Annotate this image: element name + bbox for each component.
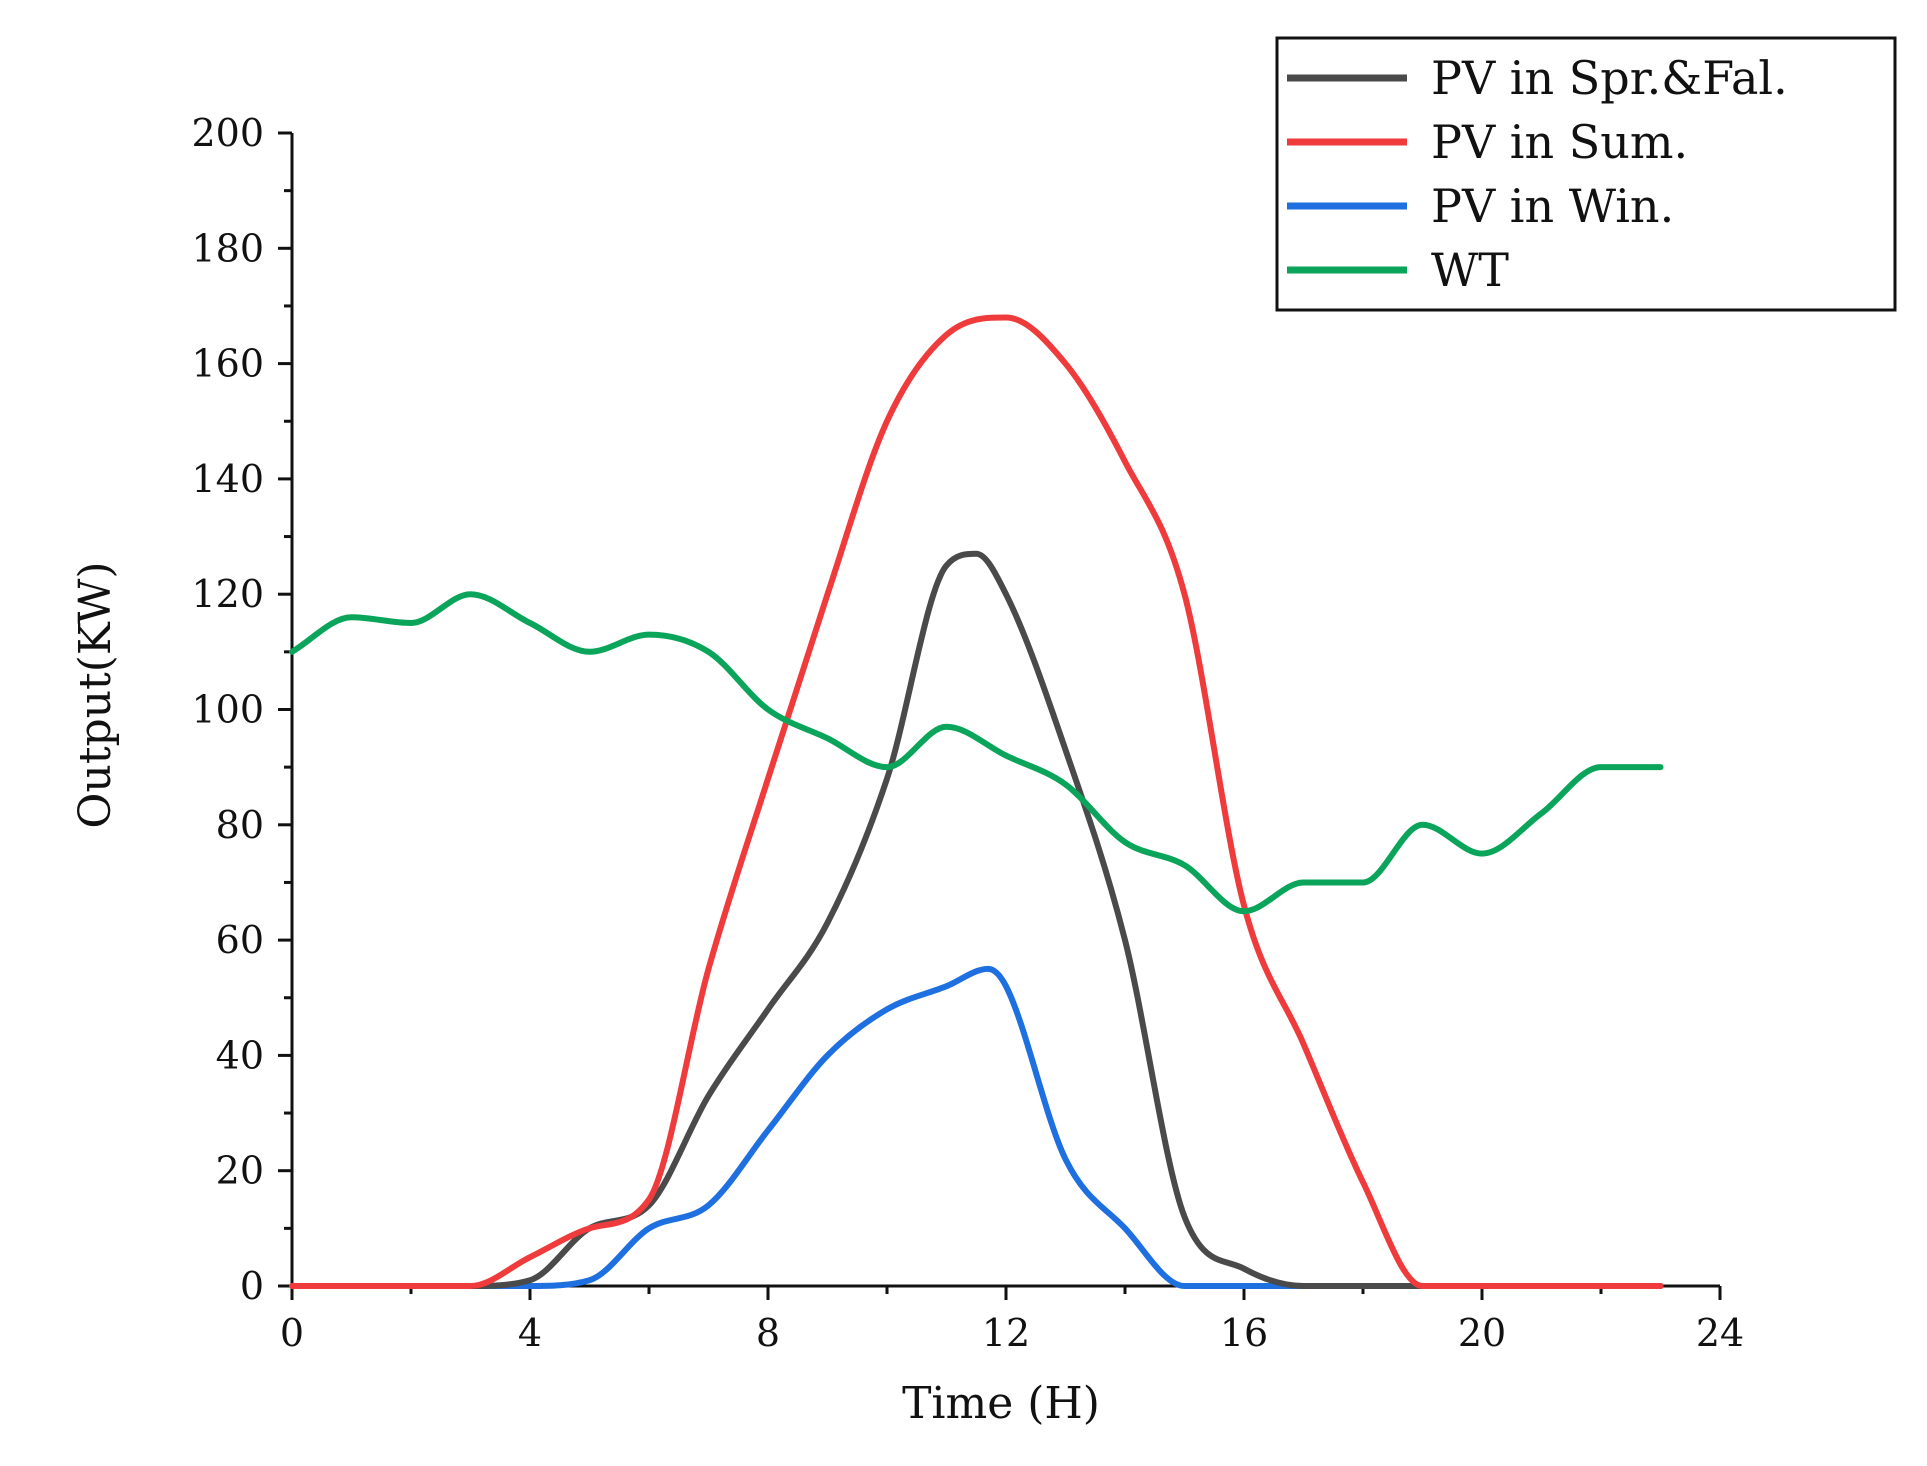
y-axis-title: Output(KW) bbox=[70, 561, 121, 828]
x-tick-label: 16 bbox=[1220, 1311, 1268, 1355]
series-line-pv-in-spr-fal bbox=[289, 550, 1664, 1289]
legend-label: PV in Sum. bbox=[1431, 115, 1688, 169]
x-axis-title: Time (H) bbox=[902, 1378, 1100, 1429]
series-line-wt bbox=[289, 591, 1664, 915]
y-tick-label: 0 bbox=[240, 1264, 264, 1308]
x-tick-label: 0 bbox=[280, 1311, 304, 1355]
y-tick-label: 120 bbox=[191, 572, 264, 616]
legend-label: WT bbox=[1431, 243, 1509, 297]
y-tick-label: 100 bbox=[191, 688, 264, 732]
legend-box bbox=[1275, 36, 1897, 312]
series-line-pv-in-win bbox=[289, 965, 1664, 1289]
legend-label: PV in Spr.&Fal. bbox=[1431, 51, 1788, 105]
y-tick-label: 200 bbox=[191, 111, 264, 155]
y-tick-label: 40 bbox=[216, 1033, 264, 1077]
series-layer bbox=[289, 314, 1664, 1289]
x-tick-label: 8 bbox=[756, 1311, 780, 1355]
y-tick-label: 140 bbox=[191, 457, 264, 501]
legend-label: PV in Win. bbox=[1431, 179, 1674, 233]
y-tick-label: 180 bbox=[191, 226, 264, 270]
series-line-pv-in-sum bbox=[289, 314, 1664, 1289]
legend: PV in Spr.&Fal. PV in Sum. PV in Win. WT bbox=[1275, 36, 1897, 312]
y-tick-label: 60 bbox=[216, 918, 264, 962]
x-tick-label: 12 bbox=[982, 1311, 1030, 1355]
x-tick-label: 4 bbox=[518, 1311, 542, 1355]
x-tick-label: 20 bbox=[1458, 1311, 1506, 1355]
y-tick-label: 160 bbox=[191, 342, 264, 386]
x-tick-label: 24 bbox=[1696, 1311, 1744, 1355]
axes: 0 20 40 60 80 100 120 140 160 180 200 0 4 8 12 16 20 24 bbox=[191, 111, 1744, 1355]
y-tick-label: 20 bbox=[216, 1149, 264, 1193]
y-tick-label: 80 bbox=[216, 803, 264, 847]
